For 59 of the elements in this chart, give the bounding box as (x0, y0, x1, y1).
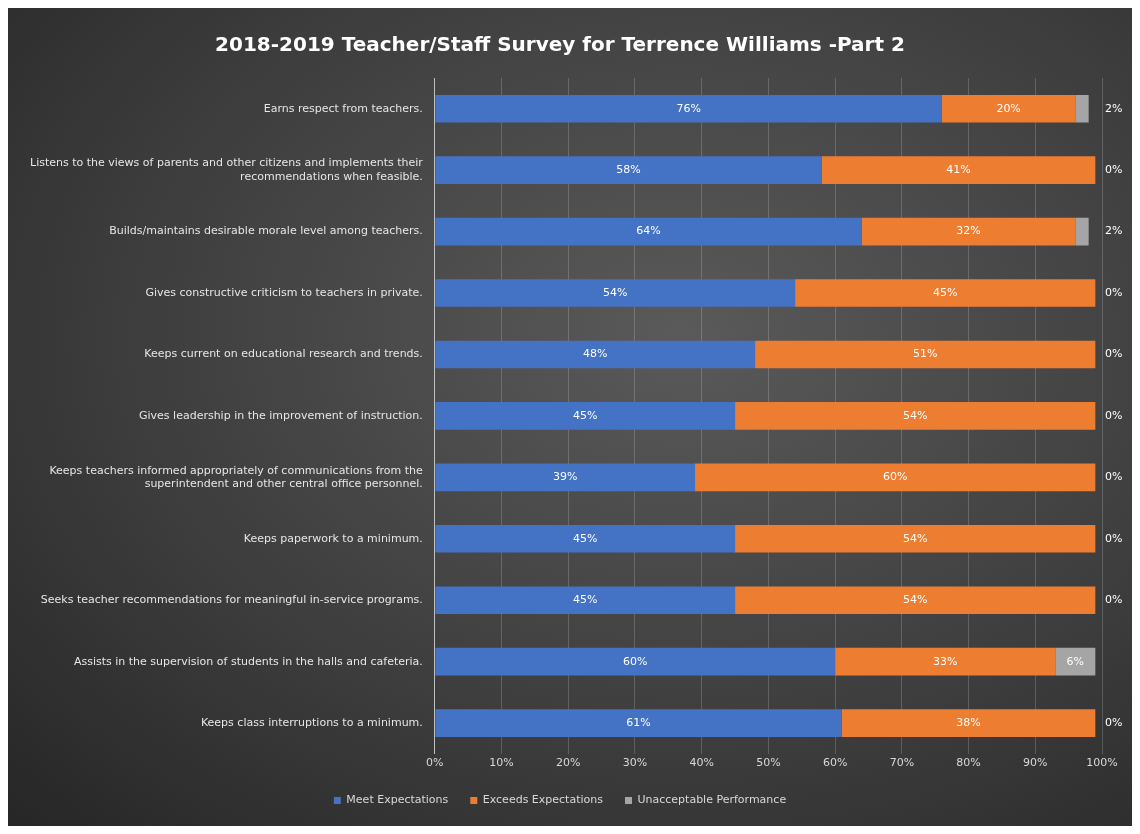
y-tick-label: Keeps paperwork to a minimum. (243, 531, 423, 545)
data-label: 0% (1105, 593, 1123, 607)
y-tick-label: Keeps class interruptions to a minimum. (200, 715, 423, 729)
x-tick-label: 0% (426, 756, 444, 770)
y-tick-label: Earns respect from teachers. (263, 101, 423, 115)
data-label: 45% (572, 593, 598, 607)
data-label: 60% (623, 654, 648, 668)
y-tick-label: Keeps current on educational research and trends. (144, 347, 423, 361)
data-label: 54% (902, 531, 928, 545)
data-label: 58% (616, 163, 641, 177)
x-tick-label: 80% (956, 756, 981, 770)
data-label: 45% (932, 285, 958, 299)
data-label: 0% (1105, 285, 1123, 299)
x-tick-label: 70% (889, 756, 915, 770)
x-tick-label: 20% (556, 756, 581, 770)
data-label: 54% (902, 408, 928, 422)
data-label: 0% (1105, 715, 1123, 729)
data-label: 0% (1105, 408, 1123, 422)
data-label: 0% (1105, 470, 1123, 484)
x-tick-label: 10% (489, 756, 514, 770)
y-tick-label: Assists in the supervision of students in the halls and cafeteria. (73, 654, 423, 668)
data-label: 32% (956, 224, 981, 238)
x-tick-label: 30% (622, 756, 648, 770)
y-tick-label: Listens to the views of parents and other citizens and implements their recommendations when feasible. (30, 156, 424, 183)
legend-label: Exceeds Expectations (482, 793, 604, 807)
data-label: 51% (912, 347, 938, 361)
x-tick-label: 90% (1023, 756, 1048, 770)
data-label: 41% (946, 163, 971, 177)
data-label: 2% (1105, 101, 1123, 115)
x-tick-label: 50% (756, 756, 781, 770)
x-tick-label: 40% (689, 756, 714, 770)
data-label: 45% (572, 408, 598, 422)
chart-title: 2018-2019 Teacher/Staff Survey for Terrence Williams -Part 2 (215, 32, 905, 57)
x-tick-label: 60% (822, 756, 848, 770)
data-label: 6% (1066, 654, 1085, 668)
data-label: 61% (626, 715, 651, 729)
data-label: 54% (602, 285, 628, 299)
y-tick-label: Seeks teacher recommendations for meaningful in-service programs. (40, 593, 423, 607)
data-label: 2% (1105, 224, 1123, 238)
data-label: 0% (1105, 163, 1123, 177)
data-label: 64% (636, 224, 661, 238)
data-label: 38% (956, 715, 981, 729)
data-label: 39% (552, 470, 578, 484)
data-label: 54% (902, 593, 928, 607)
y-tick-label: Gives leadership in the improvement of instruction. (139, 408, 423, 422)
y-tick-label: Keeps teachers informed appropriately of communications from the superintendent and other central office personnel. (49, 463, 424, 490)
y-tick-label: Gives constructive criticism to teachers in private. (145, 285, 423, 299)
data-label: 20% (996, 101, 1021, 115)
y-tick-label: Builds/maintains desirable morale level among teachers. (109, 224, 423, 238)
legend-label: Unacceptable Performance (637, 793, 787, 807)
data-label: 60% (882, 470, 908, 484)
data-label: 48% (582, 347, 608, 361)
legend-label: Meet Expectations (346, 793, 449, 807)
x-tick-label: 100% (1086, 756, 1118, 770)
data-label: 0% (1105, 347, 1123, 361)
data-label: 76% (676, 101, 701, 115)
data-label: 45% (572, 531, 598, 545)
data-label: 33% (932, 654, 958, 668)
data-label: 0% (1105, 531, 1123, 545)
